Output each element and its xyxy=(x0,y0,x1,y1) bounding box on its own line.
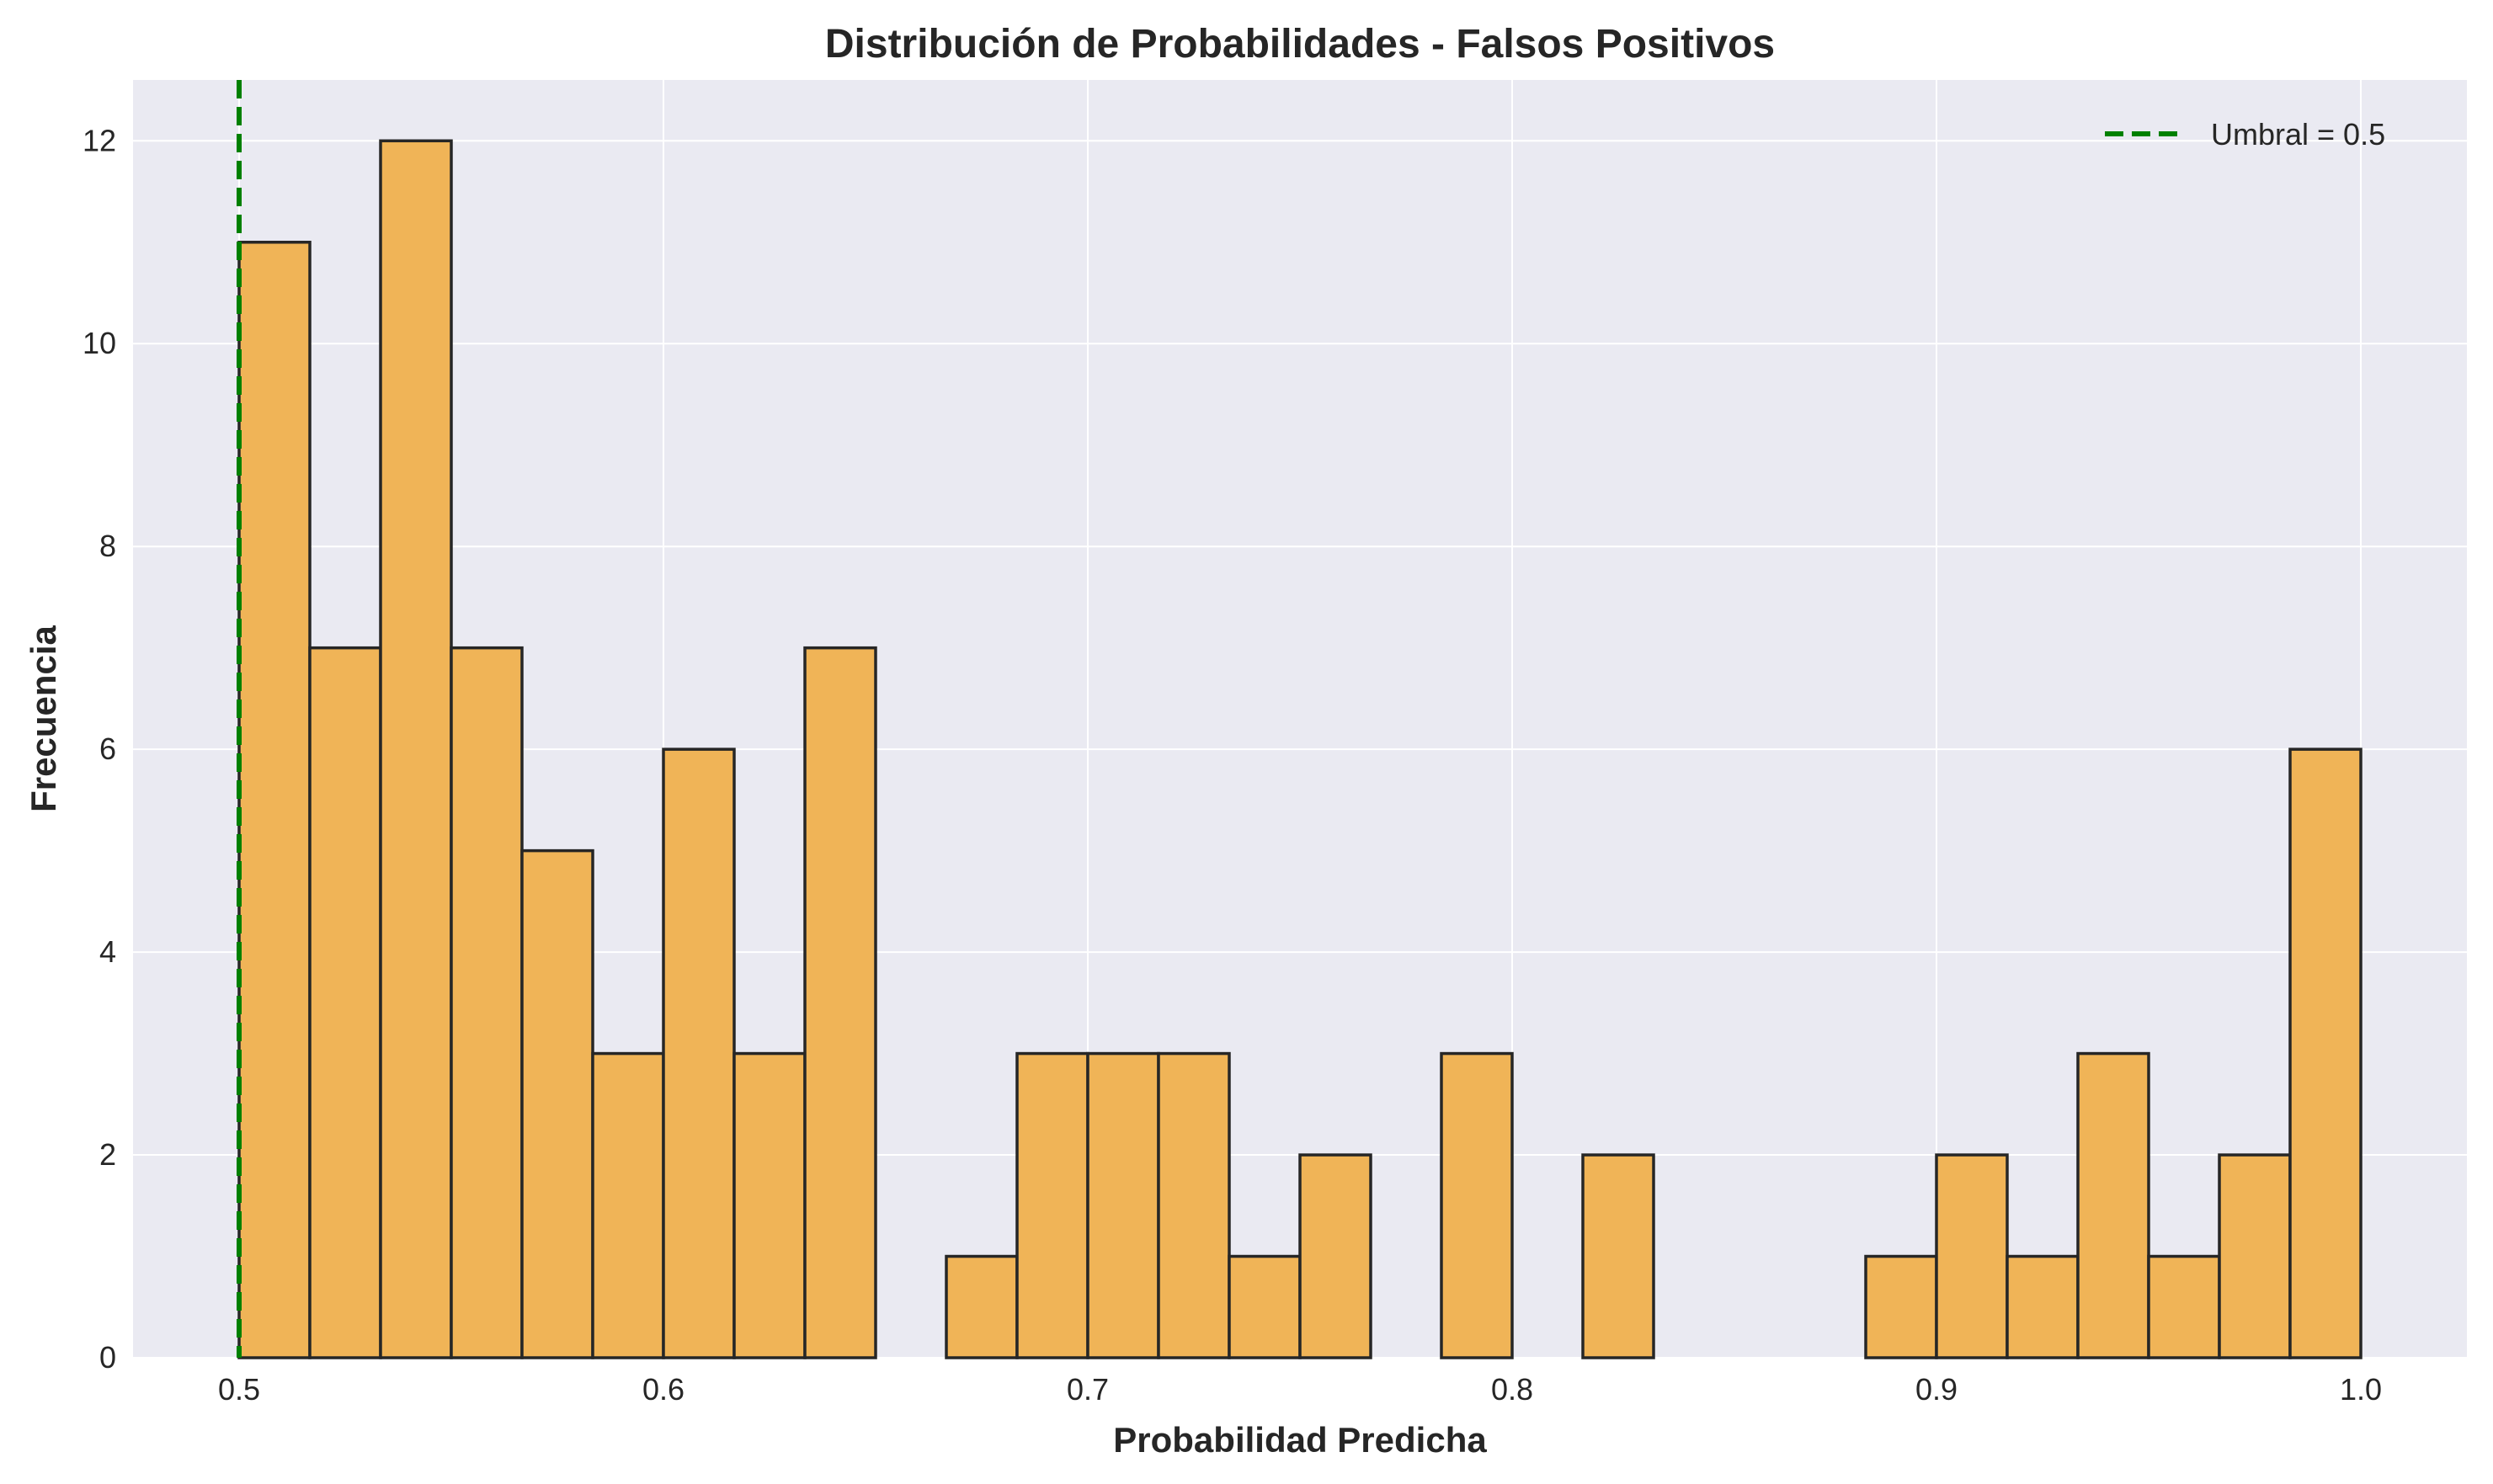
histogram-bar xyxy=(1440,1051,1514,1359)
histogram-bars xyxy=(237,139,2362,1359)
legend-threshold-label: Umbral = 0.5 xyxy=(2211,117,2385,152)
histogram-bar xyxy=(662,747,736,1359)
legend: Umbral = 0.5 xyxy=(2105,117,2385,152)
histogram-bar xyxy=(1157,1051,1231,1359)
y-axis-label: Frecuencia xyxy=(24,625,63,811)
y-axis-ticks: 0 2 4 6 8 10 12 xyxy=(83,123,116,1375)
histogram-bar xyxy=(1228,1254,1302,1359)
x-tick-label: 0.5 xyxy=(218,1372,260,1407)
histogram-bar xyxy=(308,646,382,1359)
histogram-bar xyxy=(2147,1254,2221,1359)
x-tick-label: 1.0 xyxy=(2340,1372,2382,1407)
histogram-bar xyxy=(591,1051,665,1359)
x-axis-label: Probabilidad Predicha xyxy=(1113,1420,1487,1460)
histogram-bar xyxy=(2288,747,2362,1359)
y-tick-label: 12 xyxy=(83,123,116,157)
y-tick-label: 2 xyxy=(99,1137,116,1172)
histogram-bar xyxy=(520,848,594,1359)
histogram-bar xyxy=(2006,1254,2080,1359)
x-tick-label: 0.7 xyxy=(1067,1372,1109,1407)
histogram-bar xyxy=(379,139,453,1359)
histogram-bar xyxy=(237,241,312,1359)
chart-title: Distribución de Probabilidades - Falsos … xyxy=(825,22,1775,66)
histogram-bar xyxy=(1935,1153,2009,1359)
x-axis-ticks: 0.5 0.6 0.7 0.8 0.9 1.0 xyxy=(218,1372,2382,1407)
histogram-bar xyxy=(2076,1051,2150,1359)
x-tick-label: 0.8 xyxy=(1491,1372,1533,1407)
y-tick-label: 8 xyxy=(99,529,116,563)
y-tick-label: 10 xyxy=(83,326,116,360)
histogram-bar xyxy=(1015,1051,1089,1359)
histogram-bar xyxy=(1581,1153,1655,1359)
histogram-bar xyxy=(945,1254,1019,1359)
x-tick-label: 0.9 xyxy=(1915,1372,1958,1407)
y-tick-label: 0 xyxy=(99,1340,116,1375)
histogram-bar xyxy=(1864,1254,1938,1359)
histogram-bar xyxy=(1086,1051,1160,1359)
y-tick-label: 6 xyxy=(99,731,116,766)
histogram-bar xyxy=(2218,1153,2292,1359)
x-tick-label: 0.6 xyxy=(642,1372,685,1407)
histogram-bar xyxy=(732,1051,807,1359)
histogram-bar xyxy=(450,646,524,1359)
y-tick-label: 4 xyxy=(99,934,116,969)
histogram-bar xyxy=(1298,1153,1372,1359)
histogram-bar xyxy=(803,646,877,1359)
